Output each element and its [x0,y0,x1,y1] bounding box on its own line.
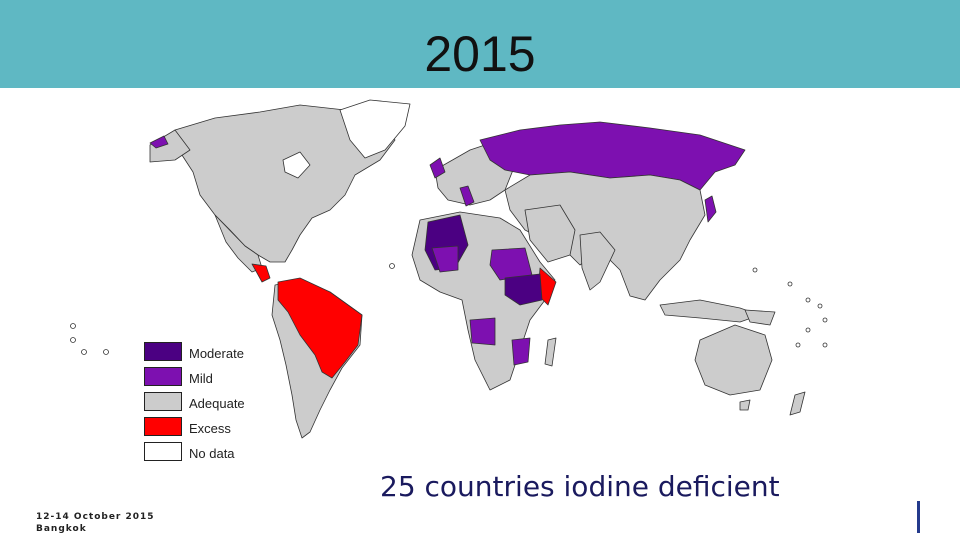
region-png [744,309,776,326]
region-hudson-bay [282,151,311,179]
legend-label: Mild [189,371,213,386]
page-title: 2015 [424,26,536,82]
legend-swatch [144,442,182,461]
island-mark [81,349,87,355]
legend-swatch [144,417,182,436]
region-middle-east [524,204,576,263]
legend-label: Excess [189,421,231,436]
island-mark [70,337,76,343]
footer-date: 12-14 October 2015 [36,512,155,522]
island-mark [822,317,828,323]
region-india [579,231,616,291]
region-north-america [174,104,396,263]
legend-label: Adequate [189,396,245,411]
island-mark [805,297,811,303]
island-mark [752,267,758,273]
caption: 25 countries iodine deficient [380,470,780,503]
legend-label: Moderate [189,346,244,361]
region-aleutian-mild [149,135,169,149]
region-italy-mild [459,185,475,207]
legend-swatch [144,342,182,361]
region-uk-mild [429,157,446,179]
island-mark [389,263,395,269]
region-russia [479,121,746,191]
footer-info: 12-14 October 2015 Bangkok [36,511,155,535]
region-australia [694,324,773,396]
region-madagascar [544,337,557,367]
island-mark [822,342,828,348]
legend-label: No data [189,446,235,461]
region-east-africa-moderate [504,273,543,306]
region-new-zealand [789,391,806,416]
legend-swatch [144,367,182,386]
title-banner [0,0,960,88]
region-mozambique-mild [511,337,531,366]
footer-place: Bangkok [36,524,87,534]
world-map [70,99,828,439]
region-central-america-excess [251,263,271,283]
accent-bar [917,501,920,533]
island-mark [795,342,801,348]
region-tasmania [739,399,751,411]
region-central-africa-mild [469,317,496,346]
region-greenland [339,99,411,159]
island-mark [817,303,823,309]
region-alaska [149,129,191,163]
region-japan-mild [704,195,717,223]
region-south-america-excess [277,277,363,379]
legend-swatch [144,392,182,411]
island-mark [70,323,76,329]
region-sahel-mild [431,245,459,273]
island-mark [787,281,793,287]
island-mark [103,349,109,355]
island-mark [805,327,811,333]
